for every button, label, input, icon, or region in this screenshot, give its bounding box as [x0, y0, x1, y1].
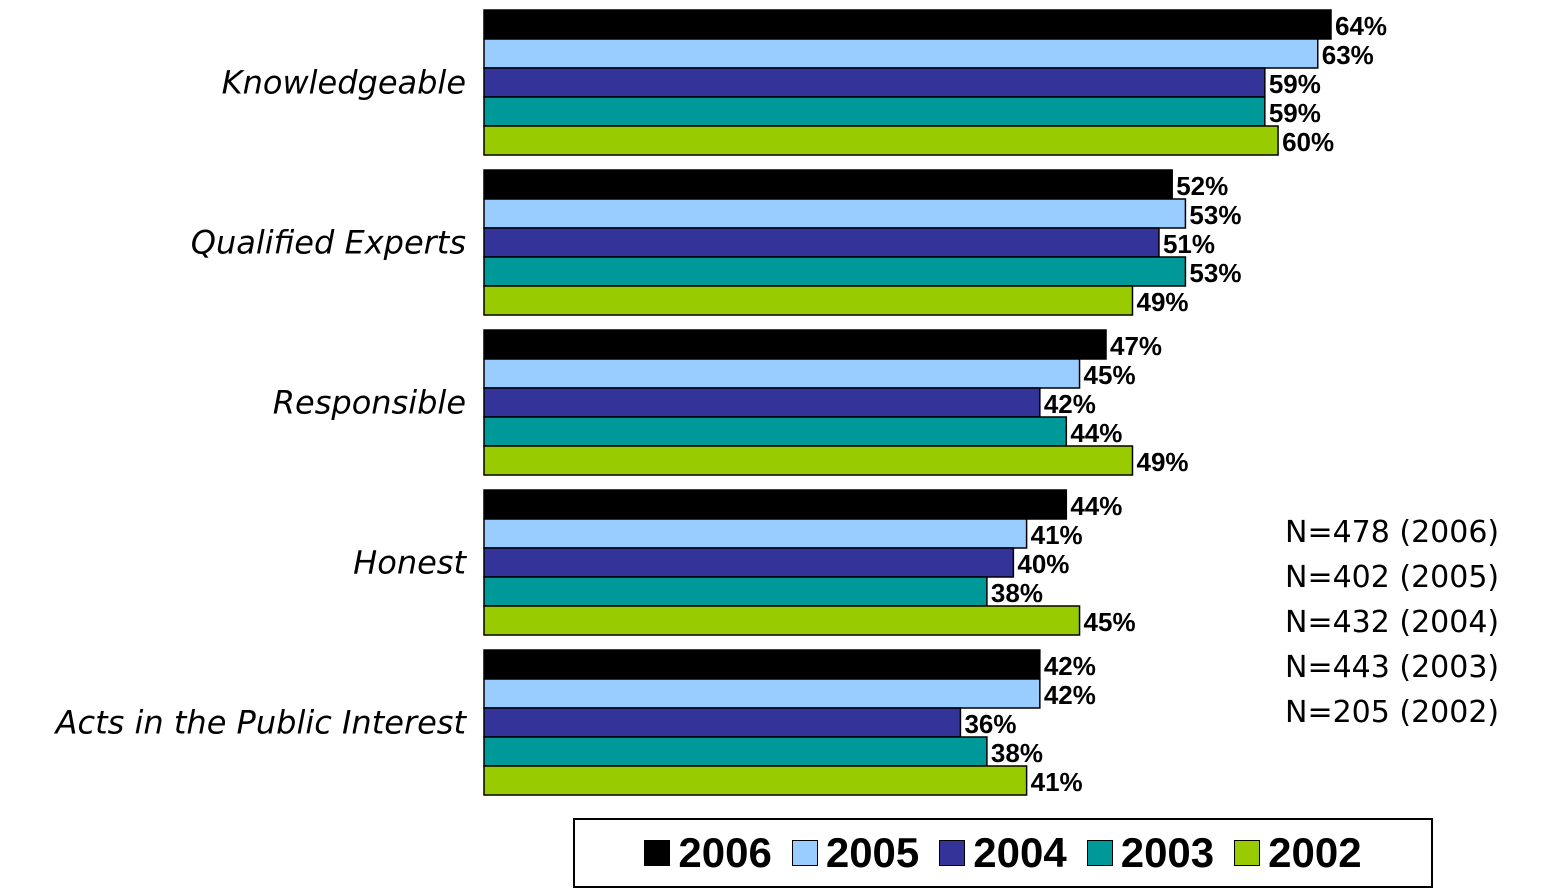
data-label: 49% [1136, 287, 1188, 317]
legend-item-2005: 2005 [791, 829, 920, 877]
bar-2003 [483, 256, 1187, 287]
legend-swatch [1086, 840, 1113, 866]
data-label: 38% [991, 578, 1043, 608]
bar-2005 [483, 38, 1319, 69]
sample-size-note: N=478 (2006) [1285, 515, 1500, 550]
legend-swatch [1234, 840, 1261, 866]
legend-label: 2006 [678, 829, 772, 876]
data-label: 41% [1031, 520, 1083, 550]
category-label: Qualified Experts [191, 224, 466, 262]
data-label: 51% [1163, 229, 1215, 259]
data-label: 42% [1044, 680, 1096, 710]
data-label: 42% [1044, 651, 1096, 681]
data-label: 36% [964, 709, 1016, 739]
legend-swatch [939, 840, 966, 866]
data-label: 64% [1335, 11, 1387, 41]
data-label: 52% [1176, 171, 1228, 201]
data-label: 45% [1084, 607, 1136, 637]
bar-2002 [483, 445, 1134, 476]
bar-2005 [483, 358, 1081, 389]
data-label: 63% [1322, 40, 1374, 70]
legend-label: 2005 [825, 829, 920, 876]
data-label: 53% [1189, 200, 1241, 230]
data-label: 49% [1136, 447, 1188, 477]
data-label: 44% [1070, 491, 1122, 521]
bar-2002 [483, 125, 1279, 156]
sample-size-note: N=402 (2005) [1285, 560, 1500, 595]
bar-2005 [483, 518, 1028, 549]
legend-swatch [791, 840, 818, 866]
bar-2004 [483, 387, 1041, 418]
legend-item-2004: 2004 [939, 829, 1067, 877]
category-label: Responsible [273, 384, 466, 422]
data-label: 59% [1269, 98, 1321, 128]
bar-2002 [483, 285, 1134, 316]
legend-label: 2004 [973, 829, 1067, 876]
bar-2003 [483, 736, 988, 767]
bar-2004 [483, 67, 1266, 98]
data-label: 38% [991, 738, 1043, 768]
chart-legend: 2006 2005 2004 2003 2002 [573, 818, 1433, 888]
bar-2006 [483, 649, 1041, 680]
category-label: Knowledgeable [222, 64, 466, 102]
sample-size-note: N=432 (2004) [1285, 605, 1500, 640]
legend-item-2003: 2003 [1086, 829, 1215, 877]
sample-size-note: N=443 (2003) [1285, 650, 1500, 685]
category-label: Honest [353, 544, 467, 582]
legend-item-2002: 2002 [1234, 829, 1362, 877]
data-label: 44% [1070, 418, 1122, 448]
data-label: 40% [1017, 549, 1069, 579]
bar-2003 [483, 96, 1266, 127]
data-label: 59% [1269, 69, 1321, 99]
bar-2006 [483, 169, 1173, 200]
bar-2002 [483, 605, 1081, 636]
bar-2006 [483, 329, 1107, 360]
category-label: Acts in the Public Interest [54, 704, 468, 742]
legend-item-2006: 2006 [644, 829, 772, 877]
bar-2004 [483, 227, 1160, 258]
data-label: 41% [1031, 767, 1083, 797]
data-label: 47% [1110, 331, 1162, 361]
bar-2004 [483, 547, 1015, 578]
bar-2006 [483, 489, 1068, 520]
bar-2004 [483, 707, 962, 738]
sample-size-note: N=205 (2002) [1285, 695, 1500, 730]
legend-label: 2002 [1268, 829, 1362, 876]
legend-swatch [644, 840, 671, 866]
data-label: 60% [1282, 127, 1334, 157]
data-label: 53% [1189, 258, 1241, 288]
legend-label: 2003 [1120, 829, 1215, 876]
bar-2002 [483, 765, 1028, 796]
bar-2006 [483, 9, 1332, 40]
bar-2003 [483, 416, 1068, 447]
bar-2003 [483, 576, 988, 607]
bar-2005 [483, 198, 1187, 229]
data-label: 45% [1084, 360, 1136, 390]
data-label: 42% [1044, 389, 1096, 419]
bar-2005 [483, 678, 1041, 709]
